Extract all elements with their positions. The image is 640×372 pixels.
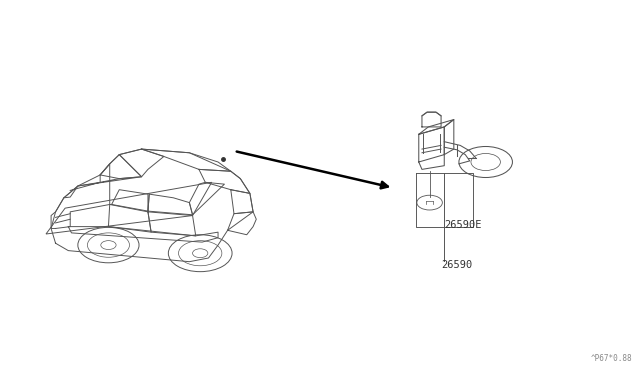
- Text: 26590: 26590: [442, 260, 472, 270]
- Text: ^P67*0.88: ^P67*0.88: [591, 354, 632, 363]
- Text: 26590E: 26590E: [444, 220, 482, 230]
